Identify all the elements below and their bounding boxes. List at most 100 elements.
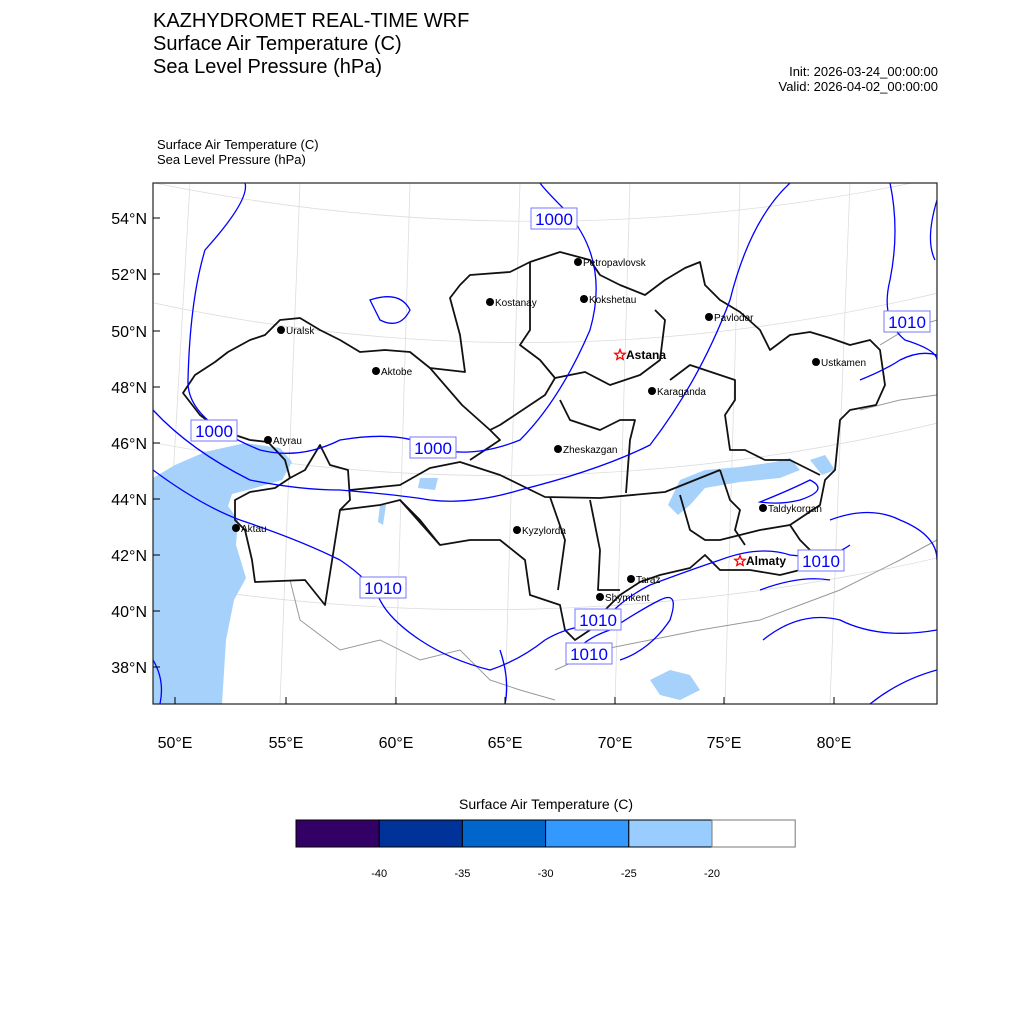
svg-text:1000: 1000	[195, 422, 233, 441]
city-dot-icon	[372, 367, 380, 375]
colorbar-swatch	[378, 819, 463, 848]
contour-label: 1000	[190, 419, 238, 442]
city-label: Pavlodar	[714, 313, 754, 324]
colorbar-label: -30	[538, 868, 554, 880]
city-dot-icon	[648, 387, 656, 395]
svg-text:1010: 1010	[802, 552, 840, 571]
city-label: Uralsk	[286, 326, 315, 337]
city-marker: Shymkent	[596, 593, 650, 604]
city-label: Taldykorgan	[768, 504, 822, 515]
city-marker: Almaty	[733, 553, 786, 568]
axis-ticks	[153, 217, 835, 704]
subtitle-line: Surface Air Temperature (C)	[157, 137, 319, 152]
caspian-sea	[153, 443, 292, 704]
svg-text:1010: 1010	[579, 611, 617, 630]
lon-tick-label: 65°E	[488, 735, 523, 752]
title-line: Surface Air Temperature (C)	[153, 33, 402, 55]
lon-tick-label: 80°E	[817, 735, 852, 752]
city-dot-icon	[580, 295, 588, 303]
city-marker: Aktau	[232, 524, 267, 535]
contour-label: 1010	[565, 642, 613, 665]
init-time: Init: 2026-03-24_00:00:00	[789, 64, 938, 79]
city-dot-icon	[513, 526, 521, 534]
contour-label: 1010	[883, 310, 931, 333]
city-label: Aktau	[241, 524, 267, 535]
city-label: Zheskazgan	[563, 445, 617, 456]
city-dot-icon	[486, 298, 494, 306]
contour-label: 1000	[409, 436, 457, 459]
city-dot-icon	[277, 326, 285, 334]
city-dot-icon	[232, 524, 240, 532]
isobar-contours	[153, 183, 937, 704]
city-marker: Zheskazgan	[554, 445, 617, 456]
lat-tick-label: 44°N	[111, 492, 147, 509]
svg-text:1000: 1000	[414, 439, 452, 458]
colorbar-label: -20	[704, 868, 720, 880]
lat-tick-label: 54°N	[111, 211, 147, 228]
colorbar-swatch	[461, 819, 547, 848]
city-marker: Atyrau	[264, 436, 302, 447]
city-label: Atyrau	[273, 436, 302, 447]
lat-tick-label: 40°N	[111, 604, 147, 621]
city-dot-icon	[264, 436, 272, 444]
lat-tick-label: 48°N	[111, 380, 147, 397]
city-dot-icon	[705, 313, 713, 321]
svg-text:1010: 1010	[570, 645, 608, 664]
lat-tick-label: 52°N	[111, 267, 147, 284]
lat-tick-label: 46°N	[111, 436, 147, 453]
svg-text:1000: 1000	[535, 210, 573, 229]
colorbar-label: -40	[371, 868, 387, 880]
lon-tick-label: 50°E	[158, 735, 193, 752]
svg-text:1010: 1010	[888, 313, 926, 332]
lon-tick-label: 70°E	[598, 735, 633, 752]
city-marker: Taldykorgan	[759, 504, 822, 515]
lat-tick-label: 42°N	[111, 548, 147, 565]
colorbar-swatch	[711, 819, 796, 848]
contour-label: 1010	[574, 608, 622, 631]
colorbar-label: -35	[454, 868, 470, 880]
city-marker: Kyzylorda	[513, 526, 566, 537]
city-marker: Aktobe	[372, 367, 413, 378]
city-marker: Pavlodar	[705, 313, 754, 324]
lon-tick-label: 75°E	[707, 735, 742, 752]
subtitle-line: Sea Level Pressure (hPa)	[157, 152, 306, 167]
city-dot-icon	[554, 445, 562, 453]
lat-tick-label: 38°N	[111, 660, 147, 677]
lon-tick-label: 55°E	[269, 735, 304, 752]
colorbar-swatch	[545, 819, 630, 848]
city-label: Kokshetau	[589, 295, 636, 306]
city-label: Taraz	[636, 575, 660, 586]
city-dot-icon	[812, 358, 820, 366]
colorbar-swatch	[628, 819, 713, 848]
country-borders	[182, 251, 886, 641]
city-marker: Taraz	[627, 575, 660, 586]
city-label: Aktobe	[381, 367, 413, 378]
city-label: Almaty	[746, 554, 786, 568]
svg-text:1010: 1010	[364, 579, 402, 598]
colorbar-label: -25	[621, 868, 637, 880]
city-marker: Karaganda	[648, 387, 706, 398]
lat-tick-label: 50°N	[111, 324, 147, 341]
capital-star-icon	[613, 347, 627, 361]
city-marker: Astana	[613, 347, 666, 362]
city-label: Ustkamen	[821, 358, 866, 369]
city-dot-icon	[759, 504, 767, 512]
city-marker: Ustkamen	[812, 358, 866, 369]
city-dot-icon	[627, 575, 635, 583]
city-label: Kyzylorda	[522, 526, 566, 537]
city-label: Astana	[626, 348, 666, 362]
field-subtitle: Surface Air Temperature (C) Sea Level Pr…	[157, 137, 319, 167]
lake-balkhash	[668, 458, 800, 515]
colorbar-swatch	[295, 819, 380, 848]
water-bodies	[153, 443, 835, 704]
city-label: Karaganda	[657, 387, 706, 398]
colorbar-title: Surface Air Temperature (C)	[458, 796, 634, 812]
city-label: Shymkent	[605, 593, 650, 604]
city-marker: Petropavlovsk	[574, 258, 647, 269]
city-dot-icon	[596, 593, 604, 601]
plot-title: KAZHYDROMET REAL-TIME WRF Surface Air Te…	[153, 10, 469, 79]
city-marker: Kokshetau	[580, 295, 636, 306]
contour-label: 1010	[359, 576, 407, 599]
valid-time: Valid: 2026-04-02_00:00:00	[778, 79, 939, 94]
